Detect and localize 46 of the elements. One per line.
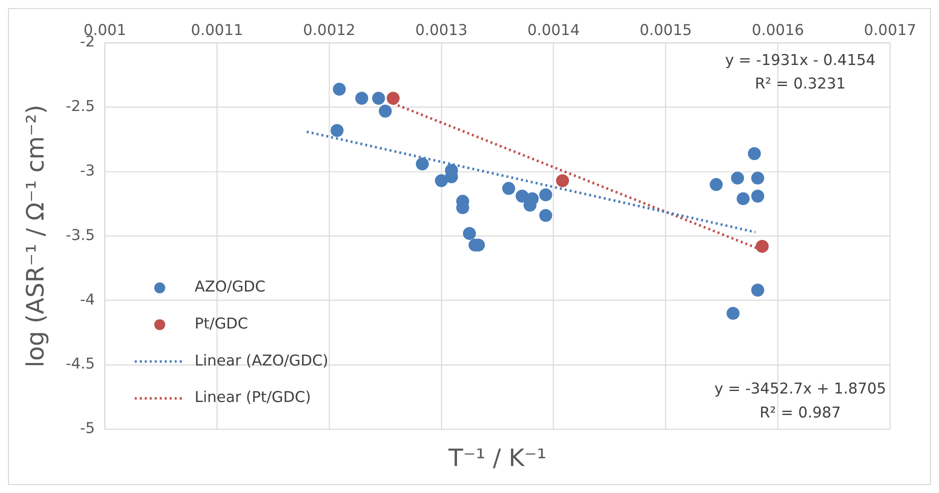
y-tick-label: -3 xyxy=(80,162,95,180)
legend-label: Pt/GDC xyxy=(194,314,248,333)
point xyxy=(731,172,744,185)
point xyxy=(462,226,476,240)
point xyxy=(378,104,392,118)
y-tick-label: -4.5 xyxy=(66,354,95,373)
point xyxy=(332,82,346,96)
point xyxy=(726,306,740,320)
x-axis-title: T⁻¹ / K⁻¹ xyxy=(447,444,546,472)
point xyxy=(751,284,764,297)
legend-label: AZO/GDC xyxy=(194,278,266,296)
x-tick-label: 0.0015 xyxy=(640,20,692,39)
x-tick-label: 0.0013 xyxy=(415,20,468,39)
y-tick-label: -4 xyxy=(80,290,95,308)
legend-label: Linear (Pt/GDC) xyxy=(194,388,312,406)
x-tick-label: 0.0017 xyxy=(864,20,916,39)
y-axis-title: log (ASR⁻¹ / Ω⁻¹ cm⁻²) xyxy=(22,104,50,368)
legend-label: Linear (AZO/GDC) xyxy=(194,351,328,370)
point xyxy=(539,188,552,202)
point xyxy=(736,192,750,206)
point xyxy=(416,157,429,170)
point xyxy=(502,182,516,195)
x-tick-label: 0.0014 xyxy=(527,20,580,39)
point xyxy=(372,92,386,105)
point xyxy=(539,208,552,222)
annotation: R² = 0.3231 xyxy=(754,74,846,93)
annotation: y = -1931x - 0.4154 xyxy=(725,50,876,69)
x-tick-label: 0.0011 xyxy=(190,20,244,39)
y-tick-label: -2.5 xyxy=(66,97,95,116)
point xyxy=(756,240,769,253)
y-tick-label: -5 xyxy=(80,419,95,438)
y-tick-label: -3.5 xyxy=(66,226,95,244)
x-tick-label: 0.0012 xyxy=(303,20,356,39)
point xyxy=(434,174,448,188)
x-tick-label: 0.0016 xyxy=(752,20,804,39)
point xyxy=(556,174,570,188)
point xyxy=(355,92,368,105)
point xyxy=(330,124,344,137)
point xyxy=(516,190,529,203)
point xyxy=(751,190,764,203)
annotation: y = -3452.7x + 1.8705 xyxy=(714,379,886,398)
point xyxy=(710,178,723,191)
point xyxy=(748,147,761,160)
point xyxy=(751,172,764,185)
point xyxy=(386,92,400,105)
annotation: R² = 0.987 xyxy=(760,403,841,422)
